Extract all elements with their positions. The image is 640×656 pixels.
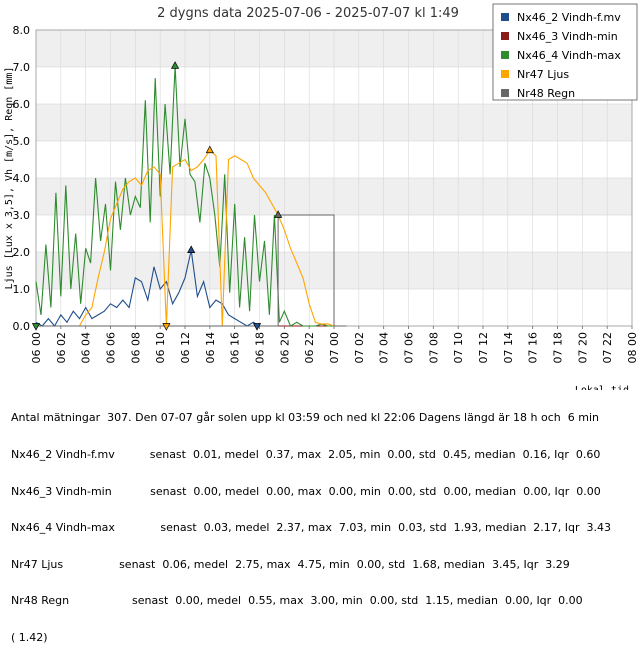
legend-swatch bbox=[501, 32, 509, 40]
legend-label: Nr47 Ljus bbox=[517, 68, 569, 81]
series-line-4 bbox=[36, 214, 347, 327]
x-tick-label: 07 10 bbox=[452, 332, 465, 364]
y-tick-label: 0.0 bbox=[13, 320, 31, 333]
series-line-2 bbox=[35, 65, 347, 327]
y-tick-label: 8.0 bbox=[13, 24, 31, 37]
max-marker bbox=[274, 210, 283, 218]
x-tick-label: 08 00 bbox=[626, 332, 639, 364]
x-tick-label: 06 18 bbox=[254, 332, 267, 364]
x-tick-label: 06 20 bbox=[278, 332, 291, 364]
max-marker bbox=[187, 245, 196, 253]
x-tick-label: 07 20 bbox=[576, 332, 589, 364]
x-tick-label: 06 00 bbox=[30, 332, 43, 364]
x-tick-label: 07 12 bbox=[477, 332, 490, 364]
min-marker bbox=[252, 323, 262, 331]
min-marker bbox=[31, 323, 41, 331]
y-tick-label: 6.0 bbox=[13, 98, 31, 111]
x-tick-label: 07 14 bbox=[502, 332, 515, 364]
x-tick-label: 07 02 bbox=[353, 332, 366, 364]
stats-line-count: Antal mätningar 307. Den 07-07 går solen… bbox=[11, 411, 599, 425]
y-tick-label: 7.0 bbox=[13, 61, 31, 74]
x-tick-label: 06 06 bbox=[105, 332, 118, 364]
stats-line-nr48: Nr48 Regn senast 0.00, medel 0.55, max 3… bbox=[11, 594, 583, 608]
chart: 0.0 1.0 2.0 3.0 4.0 5.0 6.0 7.0 8.0 06 00 06 02 06 … bbox=[4, 3, 639, 390]
x-tick-label: 07 06 bbox=[403, 332, 416, 364]
y-tick-label: 3.0 bbox=[13, 209, 31, 222]
legend-swatch bbox=[501, 51, 509, 59]
chart-title: 2 dygns data 2025-07-06 - 2025-07-07 kl … bbox=[157, 6, 459, 21]
legend-swatch bbox=[501, 13, 509, 21]
legend-label: Nx46_2 Vindh-f.mv bbox=[517, 11, 621, 24]
y-tick-label: 5.0 bbox=[13, 135, 31, 148]
x-tick-label: 06 22 bbox=[303, 332, 316, 364]
max-marker bbox=[205, 145, 214, 154]
x-tick-label: 07 00 bbox=[328, 332, 341, 364]
x-tick-label: 06 10 bbox=[154, 332, 167, 364]
x-tick-label: 07 16 bbox=[527, 332, 540, 364]
stats-block: Antal mätningar 307. Den 07-07 går solen… bbox=[11, 388, 611, 656]
y-tick-label: 2.0 bbox=[13, 246, 31, 259]
legend-box bbox=[492, 3, 638, 101]
legend-label: Nx46_4 Vindh-max bbox=[517, 49, 621, 62]
stats-line-nx46-3: Nx46_3 Vindh-min senast 0.00, medel 0.00… bbox=[11, 484, 601, 498]
stats-line-extra: ( 1.42) bbox=[11, 631, 48, 645]
stats-line-nr47: Nr47 Ljus senast 0.06, medel 2.75, max 4… bbox=[11, 557, 570, 571]
stats-line-nx46-4: Nx46_4 Vindh-max senast 0.03, medel 2.37… bbox=[11, 521, 612, 535]
x-tick-label: 06 04 bbox=[80, 332, 93, 364]
max-marker bbox=[170, 61, 180, 69]
x-tick-label: 07 18 bbox=[552, 332, 565, 364]
x-axis-label: Lokal tid bbox=[575, 385, 629, 390]
x-tick-label: 07 22 bbox=[601, 332, 614, 364]
legend-label: Nx46_3 Vindh-min bbox=[517, 30, 618, 43]
stats-line-nx46-2: Nx46_2 Vindh-f.mv senast 0.01, medel 0.3… bbox=[11, 448, 601, 462]
x-tick-label: 07 04 bbox=[378, 332, 391, 364]
x-tick-label: 06 14 bbox=[204, 332, 217, 364]
x-tick-label: 06 16 bbox=[229, 332, 242, 364]
y-axis-label: Ljus [Lux x 3,5], Vh [m/s], Regn [mm] bbox=[4, 67, 15, 290]
legend-swatch bbox=[501, 89, 509, 97]
legend-label: Nr48 Regn bbox=[517, 87, 575, 100]
y-tick-label: 1.0 bbox=[13, 283, 31, 296]
x-tick-label: 06 12 bbox=[179, 332, 192, 364]
x-tick-label: 06 02 bbox=[55, 332, 68, 364]
y-tick-label: 4.0 bbox=[13, 172, 31, 185]
min-marker bbox=[162, 323, 171, 331]
legend-swatch bbox=[501, 70, 509, 78]
x-tick-label: 07 08 bbox=[427, 332, 440, 364]
x-tick-label: 06 08 bbox=[129, 332, 142, 364]
